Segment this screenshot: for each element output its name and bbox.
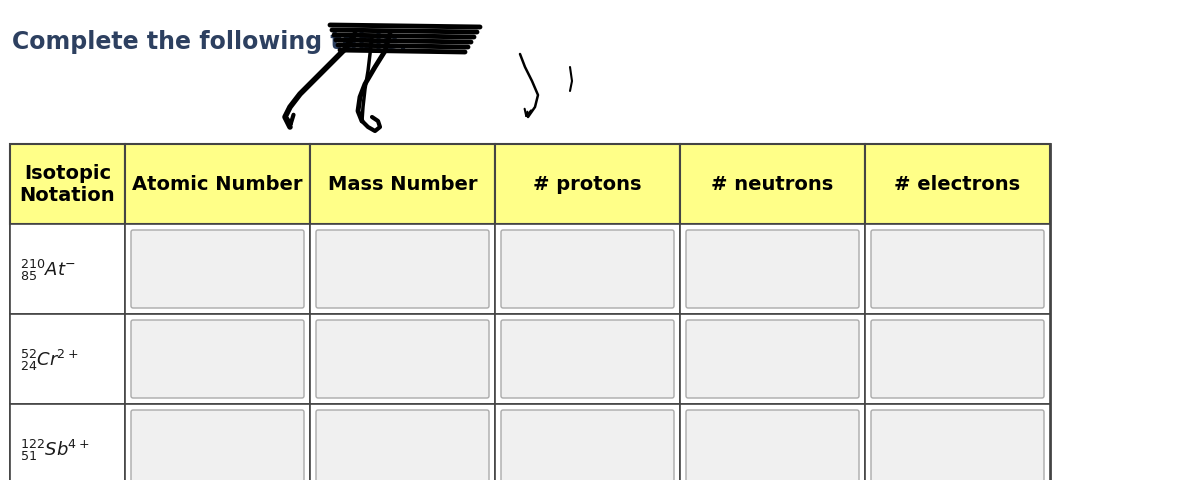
Text: Complete the following table.: Complete the following table. — [12, 30, 408, 54]
FancyBboxPatch shape — [131, 410, 304, 480]
Text: # electrons: # electrons — [894, 175, 1020, 194]
Bar — [865, 314, 1050, 404]
Bar — [125, 225, 310, 314]
FancyBboxPatch shape — [871, 230, 1044, 308]
Text: $^{122}_{51}$Sb$^{4+}$: $^{122}_{51}$Sb$^{4+}$ — [20, 436, 90, 462]
FancyBboxPatch shape — [316, 230, 490, 308]
Text: Isotopic
Notation: Isotopic Notation — [19, 164, 115, 205]
FancyBboxPatch shape — [686, 320, 859, 398]
Bar — [125, 314, 310, 404]
Text: $^{52}_{24}$Cr$^{2+}$: $^{52}_{24}$Cr$^{2+}$ — [20, 347, 78, 372]
FancyBboxPatch shape — [316, 320, 490, 398]
Text: Mass Number: Mass Number — [328, 175, 478, 194]
Bar — [680, 314, 865, 404]
Bar — [310, 225, 496, 314]
FancyBboxPatch shape — [502, 320, 674, 398]
Text: Atomic Number: Atomic Number — [132, 175, 302, 194]
Text: # neutrons: # neutrons — [712, 175, 834, 194]
Bar — [10, 225, 125, 314]
Bar — [865, 225, 1050, 314]
Bar — [310, 144, 496, 225]
Bar — [10, 144, 125, 225]
FancyBboxPatch shape — [131, 320, 304, 398]
Bar — [496, 314, 680, 404]
Bar — [496, 225, 680, 314]
Bar — [680, 225, 865, 314]
Bar — [310, 314, 496, 404]
Text: $^{210}_{85}$At$^{-}$: $^{210}_{85}$At$^{-}$ — [20, 257, 76, 282]
FancyBboxPatch shape — [871, 320, 1044, 398]
Bar — [10, 314, 125, 404]
FancyBboxPatch shape — [871, 410, 1044, 480]
FancyBboxPatch shape — [686, 230, 859, 308]
Bar — [496, 144, 680, 225]
FancyBboxPatch shape — [502, 410, 674, 480]
Bar — [10, 144, 1050, 480]
Bar — [680, 404, 865, 480]
Bar — [680, 144, 865, 225]
Bar — [865, 404, 1050, 480]
Bar — [496, 404, 680, 480]
FancyBboxPatch shape — [316, 410, 490, 480]
Bar — [125, 404, 310, 480]
Bar — [10, 404, 125, 480]
Text: # protons: # protons — [533, 175, 642, 194]
Bar — [125, 144, 310, 225]
Bar — [310, 404, 496, 480]
FancyBboxPatch shape — [686, 410, 859, 480]
FancyBboxPatch shape — [131, 230, 304, 308]
Bar — [865, 144, 1050, 225]
FancyBboxPatch shape — [502, 230, 674, 308]
